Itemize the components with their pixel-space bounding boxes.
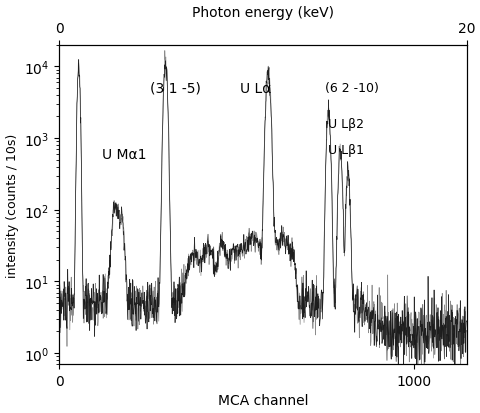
Text: (3 1 -5): (3 1 -5) (149, 82, 200, 96)
Text: U Mα1: U Mα1 (101, 147, 146, 161)
X-axis label: Photon energy (keV): Photon energy (keV) (192, 5, 333, 19)
Text: U Lβ2: U Lβ2 (328, 118, 364, 131)
Text: (6 2 -10): (6 2 -10) (324, 82, 378, 95)
X-axis label: MCA channel: MCA channel (217, 394, 308, 408)
Text: U Lα: U Lα (240, 82, 271, 96)
Text: U Lβ1: U Lβ1 (328, 143, 364, 156)
Y-axis label: intensity (counts / 10s): intensity (counts / 10s) (6, 133, 19, 277)
